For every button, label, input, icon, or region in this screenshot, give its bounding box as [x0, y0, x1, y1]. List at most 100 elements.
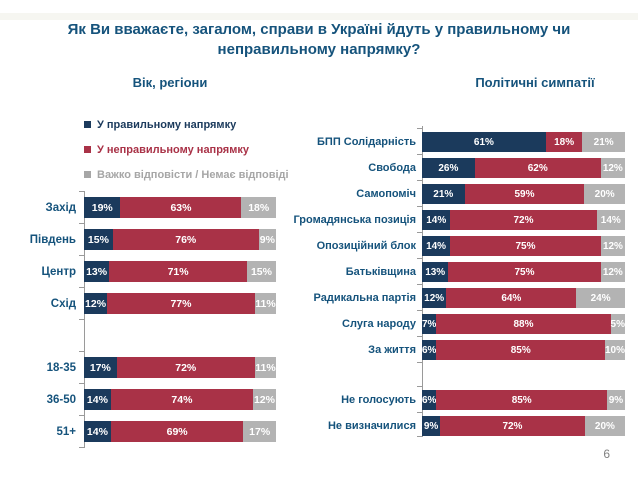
bar-row: Батьківщина 13% 75% 12%	[295, 258, 625, 282]
legend-item: У неправильному напрямку	[84, 137, 289, 162]
top-decoration-strip	[0, 13, 638, 20]
bar-row: Громадянська позиція 14% 72% 14%	[293, 206, 625, 230]
bar-segment: 19%	[84, 197, 121, 218]
category-label: Слуга народу	[342, 318, 416, 330]
bar-segment: 10%	[604, 340, 625, 360]
bar-segment: 15%	[246, 261, 277, 282]
bar-segment: 72%	[116, 357, 255, 378]
bar-segment: 24%	[576, 288, 625, 308]
stacked-bar: 61% 18% 21%	[422, 132, 625, 152]
legend-swatch-icon	[84, 171, 91, 178]
bar-segment: 72%	[450, 210, 597, 230]
bar-segment: 85%	[436, 340, 605, 360]
category-label: Радикальна партія	[313, 292, 416, 304]
bar-segment: 21%	[422, 184, 465, 204]
stacked-bar: 26% 62% 12%	[422, 158, 625, 178]
bar-segment: 6%	[422, 340, 437, 360]
category-label: БПП Солідарність	[317, 136, 416, 148]
category-label: Самопоміч	[356, 188, 416, 200]
legend-swatch-icon	[84, 146, 91, 153]
category-label: Батьківщина	[345, 266, 416, 278]
bar-row: Самопоміч 21% 59% 20%	[295, 180, 625, 204]
stacked-bar: 12% 64% 24%	[422, 288, 625, 308]
category-label: Центр	[41, 265, 76, 278]
bar-segment: 88%	[436, 314, 611, 334]
bar-segment: 12%	[422, 288, 447, 308]
bar-segment: 26%	[422, 158, 475, 178]
bar-row: Слуга народу 7% 88% 5%	[295, 310, 625, 334]
bar-segment: 14%	[596, 210, 625, 230]
category-label: 51+	[56, 425, 76, 438]
bar-segment: 7%	[422, 314, 437, 334]
stacked-bar: 6% 85% 9%	[422, 390, 625, 410]
bar-segment: 13%	[84, 261, 110, 282]
bar-segment: 20%	[584, 416, 626, 436]
stacked-bar: 14% 74% 12%	[84, 389, 276, 410]
bar-segment: 12%	[600, 158, 625, 178]
chart-age-regions: Захід 19% 63% 18% Південь 15% 76% 9% Центр 13% 71%…	[0, 191, 277, 453]
bar-segment: 12%	[600, 236, 626, 256]
bar-segment: 21%	[582, 132, 625, 152]
legend-label: Важко відповісти / Немає відповіді	[97, 168, 289, 181]
bar-row: Центр 13% 71% 15%	[0, 255, 277, 282]
legend-swatch-icon	[84, 121, 91, 128]
bar-segment: 72%	[440, 416, 585, 436]
bar-row: Південь 15% 76% 9%	[0, 223, 276, 250]
bar-row: Схід 12% 77% 11%	[0, 287, 277, 314]
legend-item: Важко відповісти / Немає відповіді	[84, 162, 289, 187]
stacked-bar: 14% 69% 17%	[84, 421, 276, 442]
legend: У правильному напрямку У неправильному на…	[84, 112, 289, 187]
bar-segment: 18%	[545, 132, 583, 152]
bar-segment: 59%	[464, 184, 585, 204]
bar-segment: 17%	[243, 421, 276, 442]
bar-segment: 15%	[84, 229, 113, 250]
stacked-bar: 21% 59% 20%	[422, 184, 625, 204]
legend-item: У правильному напрямку	[84, 112, 289, 137]
category-label: Не голосують	[341, 394, 416, 406]
y-axis-line	[79, 191, 85, 448]
bar-segment: 17%	[84, 357, 117, 378]
bar-row: 36-50 14% 74% 12%	[0, 383, 276, 410]
bar-segment: 85%	[436, 390, 607, 410]
bar-segment: 5%	[610, 314, 625, 334]
bar-segment: 64%	[446, 288, 577, 308]
bar-segment: 75%	[448, 262, 601, 282]
right-chart-title: Політичні симпатії	[475, 75, 595, 90]
bar-segment: 71%	[109, 261, 247, 282]
stacked-bar: 7% 88% 5%	[422, 314, 625, 334]
chart-group-gap	[295, 362, 625, 384]
bar-row: Радикальна партія 12% 64% 24%	[295, 284, 625, 308]
stacked-bar: 14% 72% 14%	[422, 210, 625, 230]
bar-segment: 69%	[110, 421, 244, 442]
stacked-bar: 9% 72% 20%	[422, 416, 626, 436]
chart-political-sympathies: БПП Солідарність 61% 18% 21% Свобода 26% 62% 12…	[293, 126, 626, 442]
legend-label: У правильному напрямку	[97, 118, 237, 131]
legend-label: У неправильному напрямку	[97, 143, 249, 156]
stacked-bar: 6% 85% 10%	[422, 340, 625, 360]
bar-row: Свобода 26% 62% 12%	[295, 154, 625, 178]
left-chart-title: Вік, регіони	[132, 75, 208, 90]
stacked-bar: 14% 75% 12%	[422, 236, 626, 256]
stacked-bar: 15% 76% 9%	[84, 229, 276, 250]
bar-segment: 61%	[422, 132, 546, 152]
stacked-bar: 19% 63% 18%	[84, 197, 276, 218]
bar-row: БПП Солідарність 61% 18% 21%	[295, 128, 625, 152]
category-label: Не визначилися	[327, 420, 416, 432]
bar-segment: 63%	[120, 197, 242, 218]
bar-segment: 6%	[422, 390, 437, 410]
page-number: 6	[603, 447, 610, 461]
category-label: За життя	[368, 344, 416, 356]
chart-group-gap	[0, 319, 276, 346]
bar-segment: 14%	[422, 236, 451, 256]
bar-segment: 14%	[84, 421, 111, 442]
bar-segment: 9%	[422, 416, 441, 436]
category-label: Захід	[45, 201, 77, 214]
bar-segment: 62%	[474, 158, 601, 178]
bar-segment: 12%	[252, 389, 276, 410]
bar-segment: 14%	[422, 210, 451, 230]
bar-segment: 75%	[450, 236, 601, 256]
bar-segment: 9%	[258, 229, 276, 250]
stacked-bar: 12% 77% 11%	[84, 293, 277, 314]
bar-row: Захід 19% 63% 18%	[0, 191, 276, 218]
